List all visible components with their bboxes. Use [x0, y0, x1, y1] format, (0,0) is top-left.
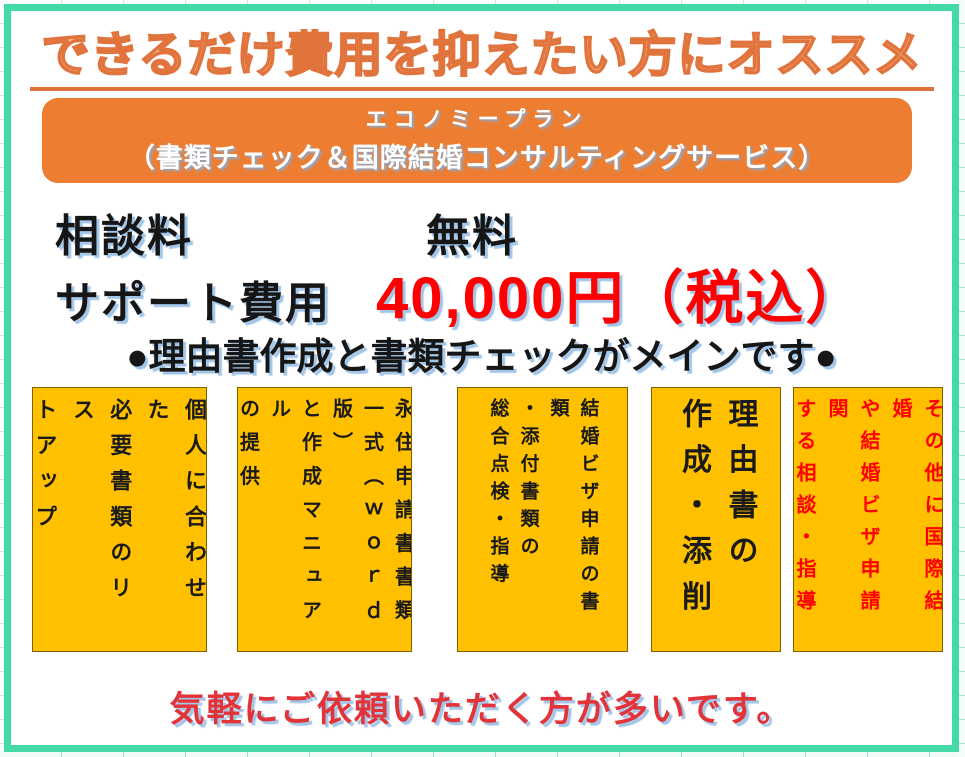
service-card-document-listup: 個人に合わせた 必要書類のリス トアップ [32, 386, 207, 652]
pricing-section: 相談料 無料 サポート費用 40,000円（税込） [55, 209, 952, 334]
service-card-text: 永住申請書書類 一式（ｗｏｒｄ版） と作成マニュアル の提供 [237, 397, 412, 634]
spreadsheet-gridline-strip-right [957, 0, 965, 757]
service-card-other-consulting: その他に国際結婚 や結婚ビザ申請関 する相談・指導 [793, 386, 943, 652]
consultation-fee-label: 相談料 [55, 211, 193, 261]
fee-row-support: サポート費用 40,000円（税込） [55, 264, 952, 334]
service-card-text: 結婚ビザ申請の書類 ・添付書類の 総合点検・指導 [487, 397, 599, 619]
fee-row-consultation: 相談料 無料 [55, 209, 952, 264]
plan-subtitle: （書類チェック＆国際結婚コンサルティングサービス） [127, 143, 827, 174]
service-card-application-set: 永住申請書書類 一式（ｗｏｒｄ版） と作成マニュアル の提供 [237, 386, 412, 652]
plan-banner: エコノミープラン （書類チェック＆国際結婚コンサルティングサービス） [42, 98, 912, 183]
highlight-text: ●理由書作成と書類チェックがメインです● [126, 336, 837, 378]
support-fee-value: 40,000円（税込） [376, 265, 866, 331]
support-fee-label: サポート費用 [55, 278, 331, 328]
flyer-frame: できるだけ費用を抑えたい方にオススメ エコノミープラン （書類チェック＆国際結婚… [4, 4, 959, 752]
plan-name: エコノミープラン [365, 108, 589, 132]
consultation-fee-value: 無料 [426, 211, 518, 261]
spreadsheet-gridline-strip-top [0, 0, 965, 5]
service-card-reason-letter: 理由書の 作成・添削 [651, 386, 781, 652]
footer-note: 気軽にご依頼いただく方が多いです。 [169, 689, 794, 729]
spreadsheet-gridline-strip-left [0, 0, 4, 757]
spreadsheet-gridline-strip-bottom [0, 751, 965, 757]
service-card-text: 理由書の 作成・添削 [677, 397, 757, 626]
service-card-text: その他に国際結婚 や結婚ビザ申請関 する相談・指導 [793, 397, 943, 622]
main-title: できるだけ費用を抑えたい方にオススメ [30, 28, 934, 92]
service-card-document-check: 結婚ビザ申請の書類 ・添付書類の 総合点検・指導 [457, 386, 628, 652]
service-card-text: 個人に合わせた 必要書類のリス トアップ [32, 397, 207, 612]
service-cards: 個人に合わせた 必要書類のリス トアップ 永住申請書書類 一式（ｗｏｒｄ版） と… [32, 386, 943, 652]
